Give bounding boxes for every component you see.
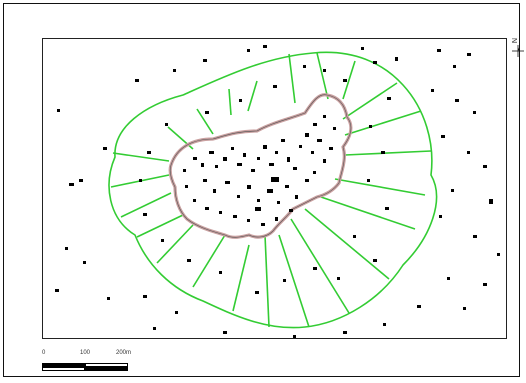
buildings [55, 45, 500, 338]
scale-segment [85, 363, 128, 367]
scale-segment [85, 367, 128, 371]
north-arrow [509, 38, 525, 64]
zone-dividers [110, 52, 432, 328]
buffer-ring [108, 51, 438, 329]
scale-bar-graphic [42, 363, 128, 371]
north-label: N [510, 38, 517, 44]
scale-tick-0: 0 [42, 350, 46, 356]
map-canvas [55, 45, 500, 338]
scale-segment [42, 363, 85, 367]
scale-segment [42, 367, 85, 371]
compass-icon [512, 45, 524, 57]
map-frame[interactable] [42, 38, 507, 339]
scale-tick-200: 200m [116, 350, 132, 356]
scale-tick-100: 100 [80, 350, 91, 356]
page-border [3, 3, 520, 377]
